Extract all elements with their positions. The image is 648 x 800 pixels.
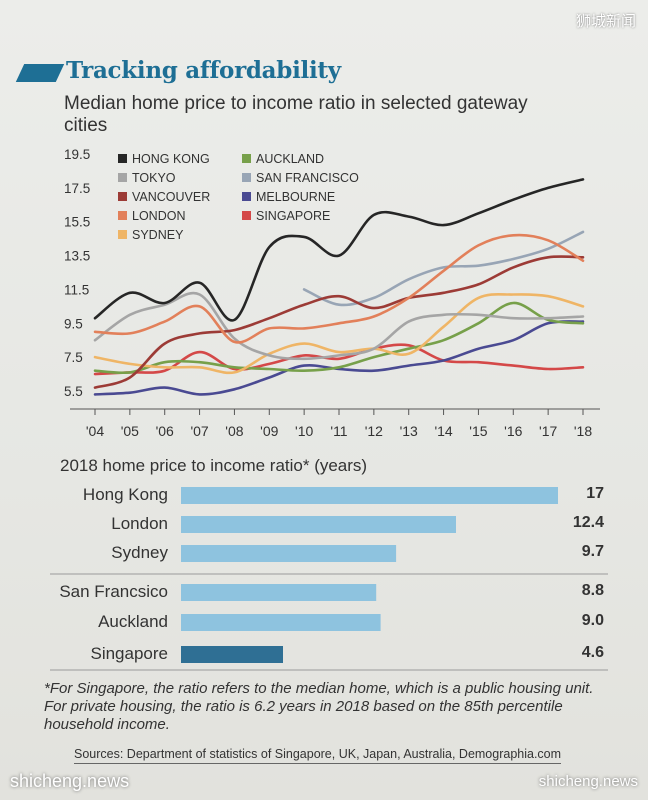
x-tick-label: '08 [225,423,243,439]
legend-label: SYDNEY [132,228,184,242]
y-tick-label: 11.5 [64,282,89,297]
x-tick-label: '15 [469,423,487,439]
page-title: Tracking affordability [66,57,341,84]
legend-label: SINGAPORE [256,209,330,223]
series-line-melbourne [93,320,585,396]
bar-london [181,516,456,533]
bar-category-label: Auckland [98,612,168,631]
series-line-singapore [93,343,585,376]
bar-chart-title: 2018 home price to income ratio* (years) [60,456,368,475]
bar-value-label: 12.4 [572,514,604,531]
y-tick-label: 19.5 [64,147,90,162]
bar-value-label: 8.8 [581,582,604,599]
x-tick-label: '09 [260,423,278,439]
x-tick-label: '11 [330,423,347,439]
bar-value-label: 9.7 [581,543,604,560]
legend-swatch [118,211,127,220]
bar-sydney [181,545,397,562]
x-tick-label: '16 [504,423,522,439]
y-tick-label: 9.5 [64,316,83,331]
legend-label: SAN FRANCISCO [256,171,359,185]
bar-value-label: 9.0 [581,612,604,629]
sources: Sources: Department of statistics of Sin… [74,747,562,764]
y-tick-label: 5.5 [64,384,83,399]
x-tick-label: '10 [295,423,313,439]
x-tick-label: '12 [365,423,383,439]
legend-label: TOKYO [132,171,176,185]
y-tick-label: 7.5 [64,350,83,365]
legend-label: VANCOUVER [132,190,210,204]
x-tick-label: '14 [434,423,452,439]
legend-label: AUCKLAND [256,152,324,166]
legend-label: MELBOURNE [256,190,335,204]
bar-value-label: 4.6 [581,644,604,661]
bar-value-label: 17 [586,485,604,502]
bar-category-label: San Francsico [59,582,168,601]
bar-category-label: Singapore [90,644,168,663]
bar-hong-kong [181,487,558,504]
x-tick-label: '13 [400,423,418,439]
bar-auckland [181,614,381,631]
series-line-vancouver [93,255,585,389]
legend-swatch [118,230,127,239]
legend-swatch [118,192,127,201]
x-tick-label: '04 [86,423,104,439]
x-tick-label: '17 [539,423,557,439]
series-line-hong-kong [93,178,585,322]
legend-swatch [242,192,251,201]
x-tick-label: '06 [156,423,174,439]
bar-san-francsico [181,584,377,601]
legend-label: LONDON [132,209,185,223]
bar-category-label: Hong Kong [82,485,168,504]
legend-swatch [118,154,127,163]
watermark-bottom-left: shicheng.news [10,771,130,791]
series-line-london [93,233,585,344]
series-line-auckland [93,301,585,375]
series-line-tokyo [93,291,585,361]
legend-swatch [118,173,127,182]
watermark-top: 狮城新闻 [575,13,636,30]
bar-singapore [181,646,283,663]
y-tick-label: 13.5 [64,249,90,264]
series-line-sydney [93,292,585,375]
watermark-bottom-right: shicheng.news [538,773,638,790]
series-line-san-francisco [302,230,585,307]
y-tick-label: 15.5 [64,215,90,230]
bar-category-label: London [111,514,168,533]
footnote: *For Singapore, the ratio refers to the … [44,680,594,733]
legend-swatch [242,211,251,220]
legend-swatch [242,173,251,182]
x-tick-label: '18 [574,423,592,439]
legend-swatch [242,154,251,163]
bar-category-label: Sydney [111,543,168,562]
x-tick-label: '07 [190,423,208,439]
chart-subtitle: Median home price to income ratio in sel… [64,93,528,136]
x-tick-label: '05 [121,423,139,439]
y-tick-label: 17.5 [64,181,90,196]
legend-label: HONG KONG [132,152,210,166]
